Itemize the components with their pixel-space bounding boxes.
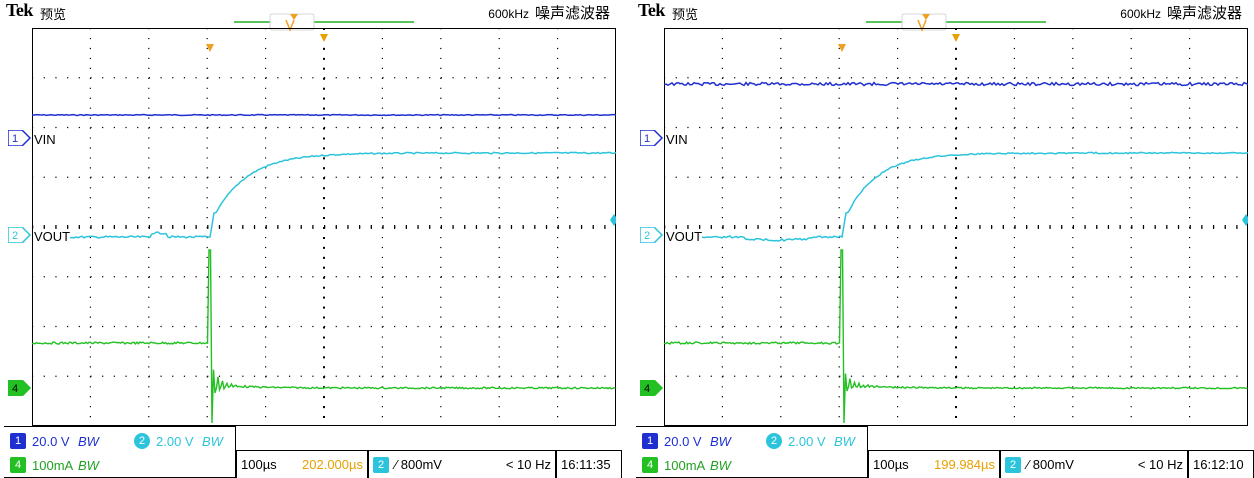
channel2-bw: BW	[202, 433, 223, 449]
trigger-point-icon	[838, 44, 846, 52]
trigger-level-value: ∕ 800mV	[1027, 457, 1074, 472]
channel4-bw: BW	[78, 457, 99, 473]
channel4-scale: 100mA	[32, 457, 74, 473]
channel1-scale: 20.0 V	[32, 433, 70, 449]
channel2-trace	[701, 151, 1248, 242]
clock-time: 16:12:10	[1193, 457, 1244, 472]
readout-row-ch1-ch2: 1 20.0 V BW 2 2.00 V BW	[4, 429, 223, 453]
timebase-value: 100µs	[241, 457, 277, 472]
channel2-offset-icon	[610, 214, 616, 226]
channel2-marker[interactable]: 2	[7, 226, 32, 244]
channel1-scale: 20.0 V	[664, 433, 702, 449]
channel4-badge[interactable]: 4	[10, 457, 26, 473]
clock-time: 16:11:35	[561, 457, 611, 472]
channel4-trace	[32, 249, 616, 424]
timebase-readout[interactable]: 100µs 199.984µs	[868, 450, 1000, 478]
channel1-bw: BW	[78, 433, 99, 449]
filter-frequency: 600kHz	[488, 7, 529, 21]
trigger-level-value: ∕ 800mV	[395, 457, 442, 472]
trigger-frequency-value: < 10 Hz	[1137, 457, 1183, 472]
channel2-label: VOUT	[34, 229, 71, 244]
timebase-value: 100µs	[873, 457, 909, 472]
trigger-readout[interactable]: 2 ∕ 800mV < 10 Hz	[368, 450, 556, 478]
acquisition-mode: 预览	[672, 7, 699, 22]
status-bar: 100µs 199.984µs 2 ∕ 800mV < 10 Hz 16:12:…	[868, 450, 1254, 478]
channel2-trace	[69, 151, 616, 239]
readout-row-ch4: 4 100mA BW	[4, 453, 128, 477]
svg-text:1: 1	[12, 133, 18, 145]
channel4-badge[interactable]: 4	[642, 457, 658, 473]
channel1-badge[interactable]: 1	[10, 433, 26, 449]
time-reference-icon	[320, 34, 328, 42]
time-reference-icon	[952, 34, 960, 42]
record-position-bar[interactable]	[234, 8, 424, 36]
readout-row-ch4: 4 100mA BW	[636, 453, 760, 477]
channel1-marker[interactable]: 1	[7, 129, 32, 147]
trigger-source-badge: 2	[373, 456, 389, 473]
clock-readout: 16:12:10	[1188, 450, 1254, 478]
status-bar: 100µs 202.000µs 2 ∕ 800mV < 10 Hz 16:11:…	[236, 450, 622, 478]
channel2-label: VOUT	[666, 229, 703, 244]
channel2-offset-icon	[1242, 214, 1248, 226]
trigger-position-icon	[290, 14, 298, 20]
trigger-position-value: 199.984µs	[934, 457, 995, 472]
waveform-graticule	[664, 28, 1248, 426]
timebase-readout[interactable]: 100µs 202.000µs	[236, 450, 368, 478]
channel1-trace	[664, 81, 1248, 87]
svg-text:4: 4	[12, 383, 18, 395]
noise-filter-status: 600kHz 噪声滤波器	[488, 2, 610, 23]
filter-frequency: 600kHz	[1120, 7, 1161, 21]
svg-text:1: 1	[644, 133, 650, 145]
trigger-frequency-value: < 10 Hz	[505, 457, 551, 472]
clock-readout: 16:11:35	[556, 450, 622, 478]
channel2-scale: 2.00 V	[156, 433, 194, 449]
brand-logo: Tek	[6, 0, 33, 20]
channel1-badge[interactable]: 1	[642, 433, 658, 449]
channel4-bw: BW	[710, 457, 731, 473]
channel-readout-panel: 1 20.0 V BW 2 2.00 V BW 4 100mA BW	[636, 426, 868, 478]
svg-text:2: 2	[12, 230, 18, 242]
channel1-bw: BW	[710, 433, 731, 449]
channel1-trace	[32, 113, 616, 117]
trigger-point-icon	[206, 44, 214, 52]
channel2-badge[interactable]: 2	[134, 433, 150, 449]
channel2-bw: BW	[834, 433, 855, 449]
acquisition-mode: 预览	[40, 7, 67, 22]
waveform-graticule	[32, 28, 616, 426]
channel4-marker[interactable]: 4	[7, 379, 32, 397]
trigger-position-icon	[922, 14, 930, 20]
record-position-bar[interactable]	[866, 8, 1056, 36]
trigger-position-value: 202.000µs	[302, 457, 363, 472]
filter-name: 噪声滤波器	[1166, 5, 1242, 22]
channel4-marker[interactable]: 4	[639, 379, 664, 397]
noise-filter-status: 600kHz 噪声滤波器	[1120, 2, 1242, 23]
oscilloscope-screen-left: Tek 预览 600kHz 噪声滤波器 VIN VOUT 1 20.0 V BW …	[4, 0, 622, 478]
channel1-label: VIN	[34, 132, 56, 147]
channel-readout-panel: 1 20.0 V BW 2 2.00 V BW 4 100mA BW	[4, 426, 236, 478]
svg-text:2: 2	[644, 230, 650, 242]
readout-row-ch1-ch2: 1 20.0 V BW 2 2.00 V BW	[636, 429, 855, 453]
channel2-scale: 2.00 V	[788, 433, 826, 449]
trigger-readout[interactable]: 2 ∕ 800mV < 10 Hz	[1000, 450, 1188, 478]
channel2-badge[interactable]: 2	[766, 433, 782, 449]
trigger-source-badge: 2	[1005, 456, 1021, 473]
filter-name: 噪声滤波器	[534, 5, 610, 22]
oscilloscope-screen-right: Tek 预览 600kHz 噪声滤波器 VIN VOUT 1 20.0 V BW …	[636, 0, 1254, 478]
channel4-scale: 100mA	[664, 457, 706, 473]
svg-text:4: 4	[644, 383, 650, 395]
channel1-marker[interactable]: 1	[639, 129, 664, 147]
channel4-trace	[664, 249, 1248, 424]
brand-logo: Tek	[638, 0, 665, 20]
channel1-label: VIN	[666, 132, 688, 147]
channel2-marker[interactable]: 2	[639, 226, 664, 244]
